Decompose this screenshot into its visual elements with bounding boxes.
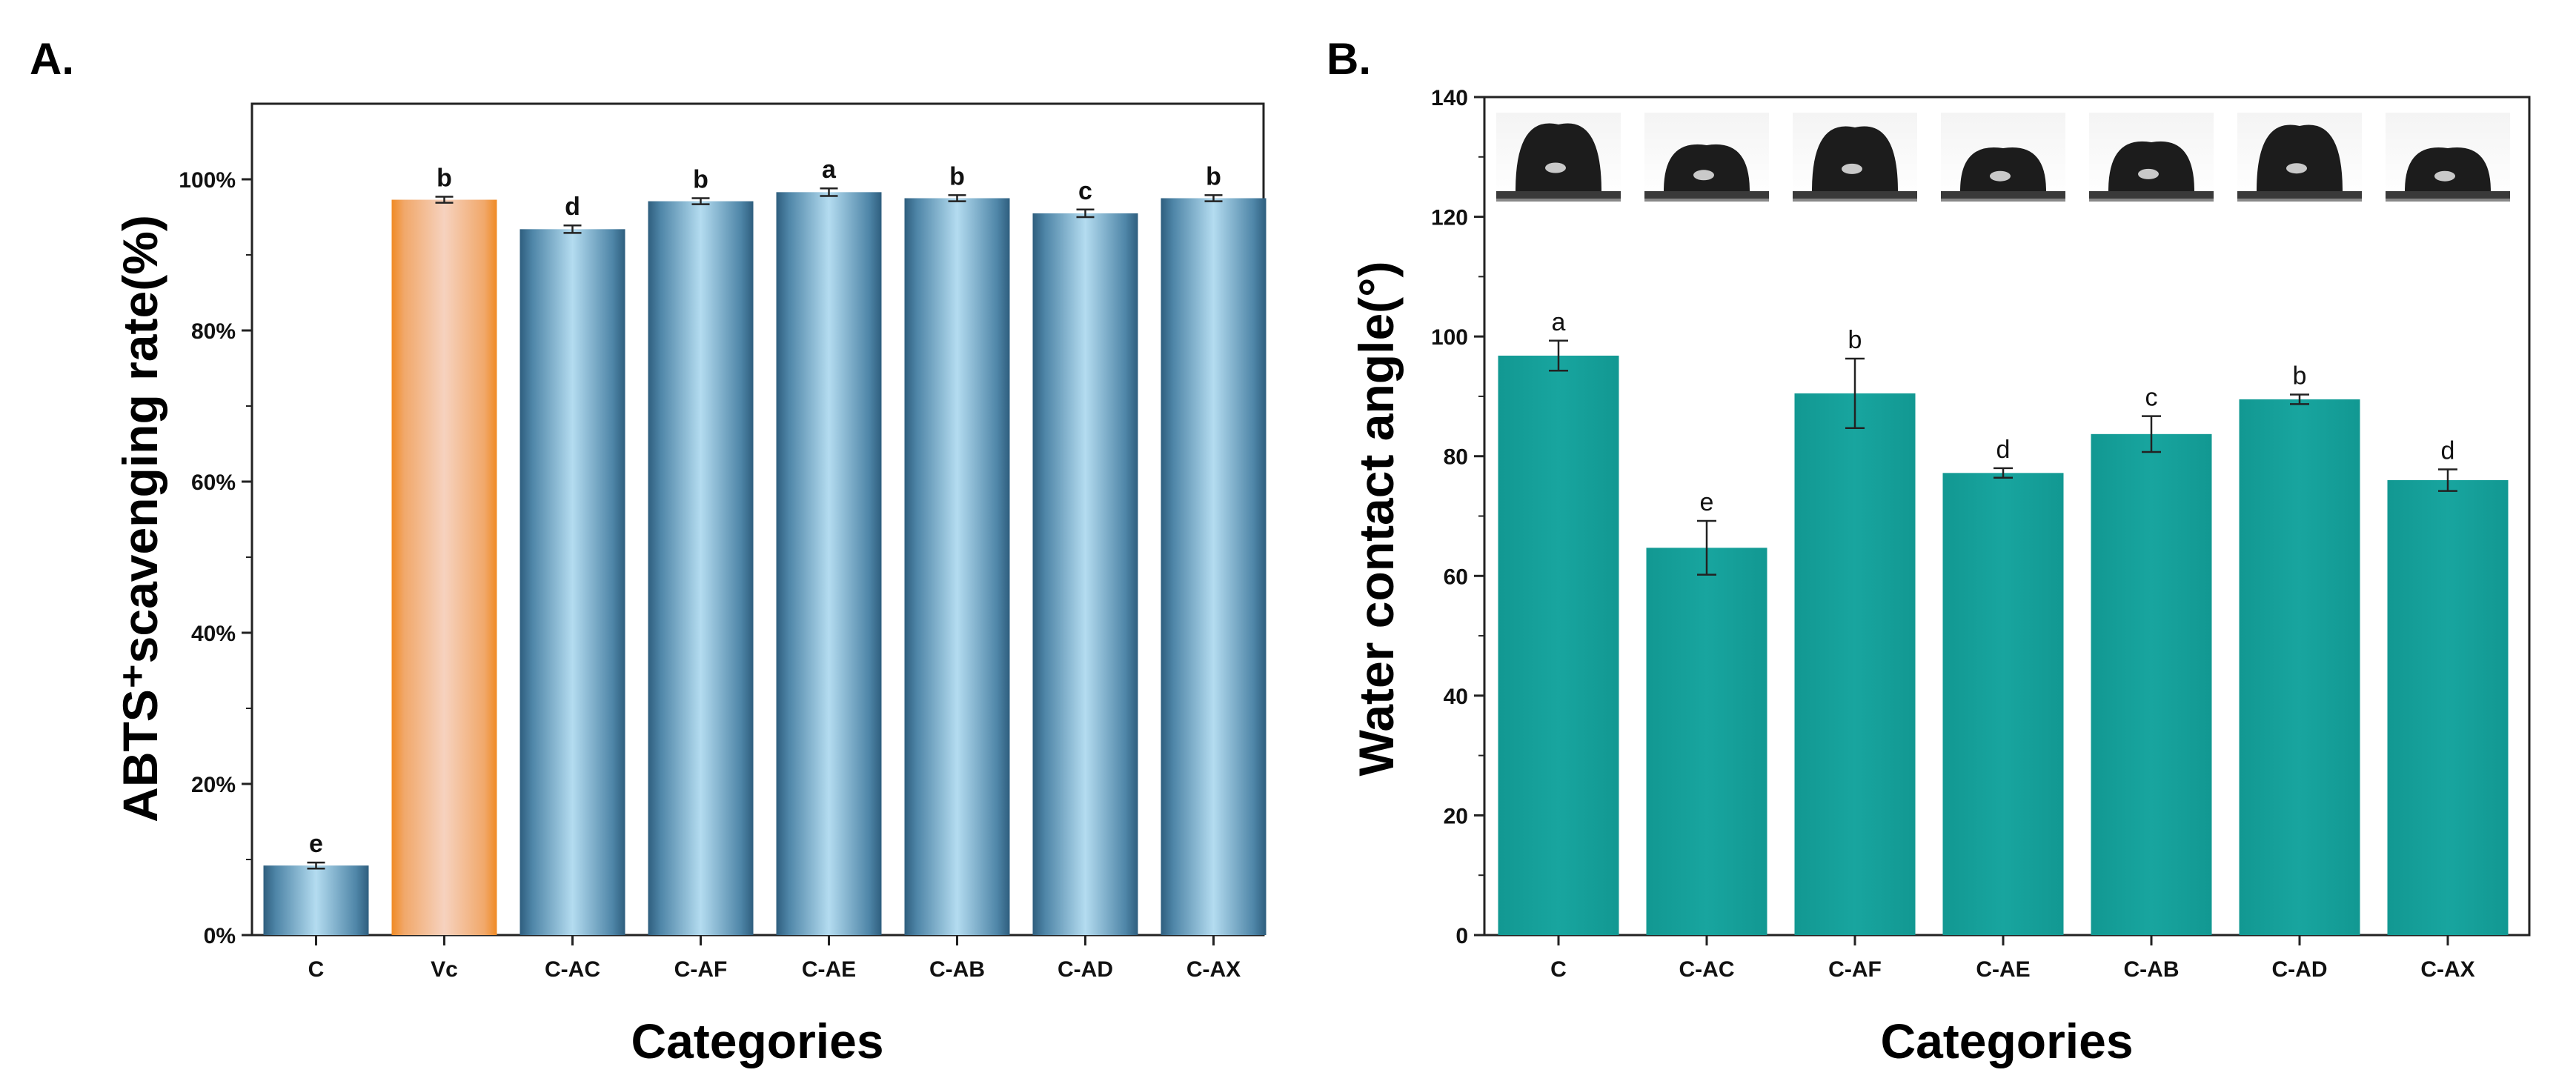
x-tick-label: C-AD	[1058, 957, 1113, 982]
x-tick-label: C-AC	[1679, 957, 1735, 982]
significance-label: e	[1700, 488, 1714, 516]
y-tick-label: 20	[1444, 804, 1468, 828]
x-tick-label: C-AF	[674, 957, 728, 982]
contact-angle-images	[1496, 113, 2510, 202]
droplet-image-c-ab	[2089, 113, 2214, 202]
chart-a: ABTS⁺scavenging rate(%) Categories 0% 20%…	[113, 102, 1267, 1068]
y-tick-label: 120	[1431, 206, 1468, 230]
droplet-image-c-ax	[2386, 113, 2510, 202]
significance-label: d	[565, 193, 580, 221]
significance-label: a	[822, 156, 837, 184]
y-tick-label: 100	[1431, 325, 1468, 350]
y-tick-label: 60	[1444, 565, 1468, 589]
significance-label: b	[1206, 162, 1221, 190]
x-tick-label: C	[308, 957, 325, 982]
x-tick-label: C-AE	[802, 957, 856, 982]
x-tick-label: C-AD	[2272, 957, 2328, 982]
y-tick-label: 40	[1444, 685, 1468, 709]
droplet-image-c	[1496, 113, 1621, 202]
significance-label: d	[1996, 436, 2011, 464]
y-tick-label: 60%	[191, 470, 236, 495]
x-tick-label: Vc	[431, 957, 458, 982]
chart-a-xlabel: Categories	[631, 1014, 883, 1068]
y-tick-label: 100%	[179, 168, 236, 193]
chart-b-xlabel: Categories	[1880, 1014, 2133, 1068]
y-tick-label: 80	[1444, 445, 1468, 470]
bar-c-af	[1794, 393, 1916, 935]
bar-c-ae	[1942, 473, 2064, 935]
chart-a-ylabel: ABTS⁺scavenging rate(%)	[113, 215, 167, 822]
x-tick-label: C-AF	[1828, 957, 1882, 982]
x-tick-label: C-AX	[1186, 957, 1241, 982]
significance-label: b	[693, 166, 708, 194]
significance-label: b	[436, 164, 452, 192]
bar-c-af	[648, 201, 754, 936]
bar-c-ae	[776, 192, 882, 936]
y-tick-label: 40%	[191, 622, 236, 646]
significance-label: e	[309, 830, 323, 858]
x-tick-label: C	[1550, 957, 1567, 982]
significance-label: c	[1078, 177, 1092, 205]
droplet-image-c-ac	[1644, 113, 1769, 202]
significance-label: b	[2293, 362, 2307, 390]
bar-c-ac	[1646, 548, 1767, 935]
droplet-image-c-ae	[1941, 113, 2065, 202]
significance-label: b	[1848, 326, 1862, 354]
x-tick-label: C-AE	[1976, 957, 2030, 982]
significance-label: b	[949, 162, 965, 190]
panel-label-a: A.	[30, 34, 74, 84]
x-tick-label: C-AC	[545, 957, 600, 982]
chart-b-ylabel: Water contact angle(°)	[1349, 261, 1404, 776]
x-tick-label: C-AB	[929, 957, 985, 982]
bar-c-ad	[1032, 213, 1138, 935]
y-tick-label: 0%	[204, 924, 236, 948]
significance-label: a	[1552, 308, 1566, 336]
bar-c-ax	[1161, 198, 1267, 935]
significance-label: c	[2145, 384, 2158, 412]
x-tick-label: C-AX	[2420, 957, 2474, 982]
bar-c-ab	[904, 198, 1010, 935]
significance-label: d	[2441, 436, 2455, 465]
bar-c-ab	[2091, 433, 2212, 935]
y-tick-label: 80%	[191, 319, 236, 344]
bar-c-ac	[519, 229, 625, 935]
y-tick-label: 140	[1431, 86, 1468, 110]
y-tick-label: 0	[1455, 924, 1468, 948]
chart-b: Water contact angle(°) Categories 0 20 40 6…	[1349, 86, 2531, 1068]
bar-c	[1498, 355, 1619, 936]
bar-c-ad	[2239, 399, 2360, 935]
droplet-image-c-ad	[2237, 113, 2362, 202]
y-tick-label: 20%	[191, 773, 236, 797]
bar-c-ax	[2387, 480, 2509, 935]
x-tick-label: C-AB	[2124, 957, 2180, 982]
droplet-image-c-af	[1793, 113, 1917, 202]
bar-vc	[391, 199, 497, 935]
panel-label-b: B.	[1327, 34, 1371, 84]
bar-c	[263, 865, 369, 935]
